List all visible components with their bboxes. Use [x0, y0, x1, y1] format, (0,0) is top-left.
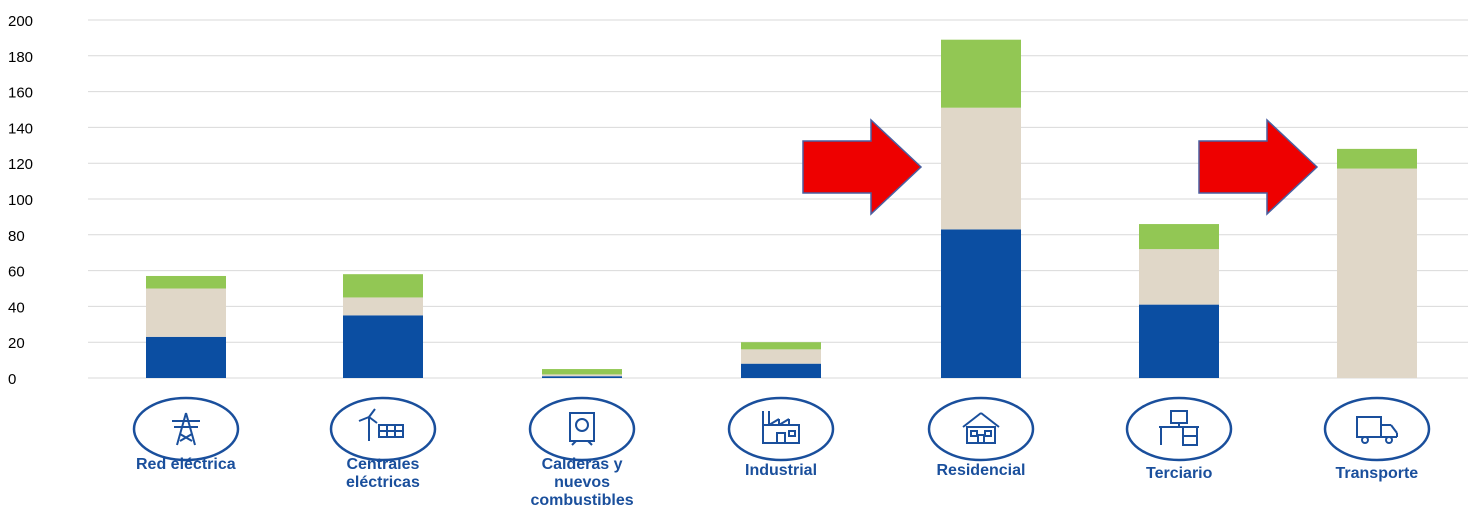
bar-segment	[1337, 168, 1417, 378]
bar-segment	[1139, 304, 1219, 378]
bar-segment	[343, 297, 423, 316]
office-desk-icon	[1125, 396, 1233, 462]
bar-segment	[542, 376, 622, 378]
house-icon	[927, 396, 1035, 462]
category-label: Transporte	[1335, 465, 1419, 482]
bar-segment	[941, 107, 1021, 230]
bar-segment	[1139, 224, 1219, 250]
highlight-arrows	[802, 118, 1319, 216]
bar-segment	[741, 342, 821, 350]
y-tick-label: 120	[8, 156, 33, 173]
wind-solar-plant-icon	[329, 396, 437, 462]
grid-lines	[88, 19, 1468, 379]
red-arrow	[802, 118, 923, 216]
bar-segment	[1337, 148, 1417, 169]
y-tick-label: 40	[8, 299, 25, 316]
y-tick-label: 140	[8, 120, 33, 137]
bar-segment	[1139, 249, 1219, 305]
bar-segment	[741, 363, 821, 378]
bar-segment	[146, 288, 226, 337]
category-icons	[132, 396, 1431, 462]
category-label: Calderas y nuevos combustibles	[530, 456, 634, 509]
category-label: Centrales eléctricas	[346, 456, 420, 491]
power-tower-icon	[132, 396, 240, 462]
category-label: Residencial	[936, 462, 1026, 479]
y-tick-label: 80	[8, 228, 25, 245]
truck-icon	[1323, 396, 1431, 462]
bar-segment	[146, 336, 226, 378]
bar-segment	[343, 274, 423, 298]
bars	[146, 39, 1417, 378]
bar-segment	[146, 275, 226, 289]
bar-segment	[542, 374, 622, 377]
y-tick-label: 0	[8, 371, 16, 388]
y-tick-label: 20	[8, 335, 25, 352]
category-label: Industrial	[745, 462, 818, 479]
bar-segment	[941, 229, 1021, 378]
y-tick-label: 60	[8, 264, 25, 281]
red-arrow	[1198, 118, 1319, 216]
boiler-icon	[528, 396, 636, 462]
y-tick-label: 180	[8, 49, 33, 66]
bar-segment	[343, 315, 423, 378]
category-label: Terciario	[1146, 465, 1213, 482]
bar-segment	[941, 39, 1021, 108]
y-tick-label: 200	[8, 13, 33, 30]
y-tick-label: 160	[8, 85, 33, 102]
y-tick-label: 100	[8, 192, 33, 209]
category-label: Red eléctrica	[136, 456, 236, 473]
bar-segment	[741, 349, 821, 364]
factory-icon	[727, 396, 835, 462]
bar-segment	[542, 369, 622, 375]
